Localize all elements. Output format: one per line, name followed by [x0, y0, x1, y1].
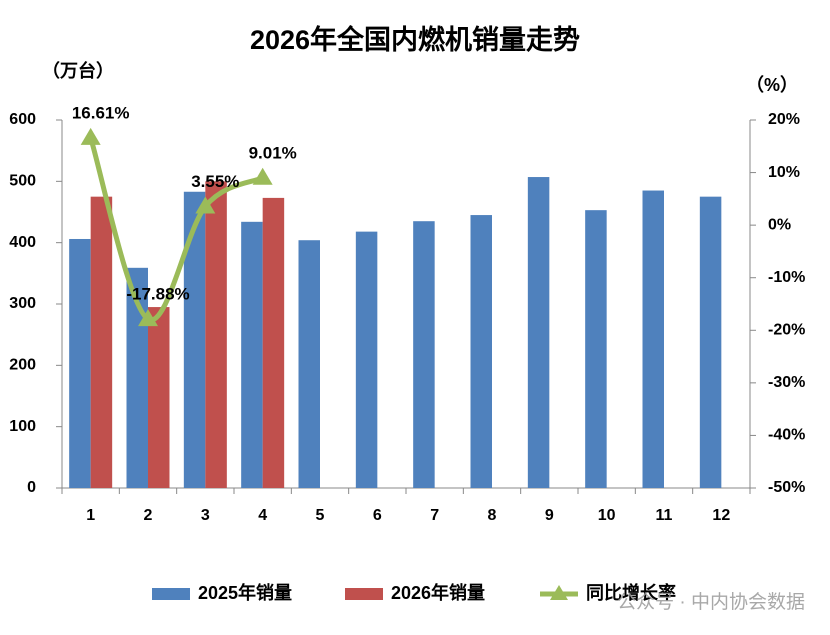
data-label: -17.88% [126, 285, 189, 304]
legend-label: 2026年销量 [391, 582, 485, 603]
bar [470, 215, 492, 489]
marker [252, 167, 273, 185]
x-tick-label: 3 [201, 507, 210, 524]
y-axis-label: （万台） [42, 60, 114, 81]
data-label: 16.61% [72, 103, 130, 122]
y2-tick-label: -40% [768, 427, 805, 444]
legend-swatch [152, 588, 190, 600]
bar [241, 221, 263, 488]
y-tick-label: 0 [27, 479, 36, 496]
y-tick-label: 300 [9, 295, 36, 312]
x-tick-label: 12 [712, 507, 730, 524]
y2-tick-label: 0% [768, 216, 791, 233]
bar [148, 307, 170, 488]
bar [262, 197, 285, 489]
legend-marker [550, 585, 568, 600]
bar [527, 177, 550, 489]
chart-title: 2026年全国内燃机销量走势 [250, 24, 580, 55]
bar [90, 196, 113, 488]
x-tick-label: 5 [316, 507, 325, 524]
bar [205, 181, 227, 489]
y2-tick-label: 20% [768, 111, 800, 128]
x-tick-label: 10 [598, 507, 616, 524]
data-label: 3.55% [191, 172, 239, 191]
legend-swatch [345, 588, 383, 600]
bar [355, 231, 378, 489]
bar [642, 190, 664, 489]
bar [413, 221, 435, 488]
x-tick-label: 11 [656, 507, 673, 524]
x-tick-label: 6 [373, 507, 382, 524]
x-tick-label: 9 [545, 507, 554, 524]
y-tick-label: 400 [9, 234, 36, 251]
y-tick-label: 200 [9, 357, 36, 374]
bar [699, 196, 722, 488]
y-tick-label: 500 [9, 173, 36, 190]
y2-tick-label: -30% [768, 374, 805, 391]
bar [585, 210, 607, 488]
watermark: 公众号 · 中内协会数据 [617, 591, 805, 613]
y2-tick-label: -10% [768, 269, 805, 286]
x-tick-label: 4 [258, 507, 267, 524]
line [88, 137, 264, 323]
marker [195, 196, 216, 214]
bar [183, 191, 206, 488]
x-tick-label: 1 [86, 507, 95, 524]
x-tick-label: 7 [430, 507, 439, 524]
y-tick-label: 100 [9, 418, 36, 435]
data-label: 9.01% [249, 143, 297, 162]
y-tick-label: 600 [9, 111, 36, 128]
y2-axis-label: （%） [746, 75, 798, 95]
marker [80, 127, 101, 145]
x-tick-label: 8 [488, 507, 497, 524]
legend-label: 同比增长率 [586, 582, 676, 603]
y2-tick-label: -20% [768, 322, 805, 339]
x-tick-label: 2 [144, 507, 153, 524]
legend-label: 2025年销量 [198, 582, 292, 603]
marker [138, 309, 158, 327]
bar [298, 240, 320, 488]
bar [69, 238, 91, 488]
y2-tick-label: 10% [768, 164, 800, 181]
y2-tick-label: -50% [768, 479, 805, 496]
